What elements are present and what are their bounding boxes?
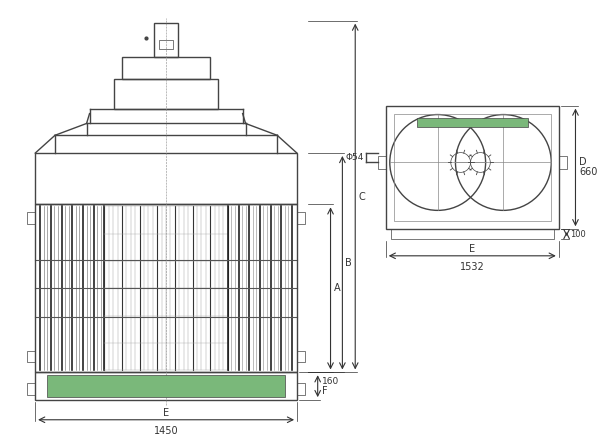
Bar [391,229,554,239]
Text: C: C [358,191,365,201]
Bar [394,114,551,221]
Bar [297,383,305,395]
Text: E: E [163,408,169,418]
Text: 1450: 1450 [154,426,178,436]
Bar [122,57,210,79]
Bar [28,212,35,224]
Bar [417,118,527,128]
Bar [559,156,566,170]
Bar [47,375,285,397]
Text: B: B [346,258,352,268]
Text: 660: 660 [580,167,598,177]
Bar [114,79,218,109]
Text: A: A [334,284,340,293]
Text: 100: 100 [571,229,586,239]
Text: D: D [580,157,587,167]
Bar [378,156,386,170]
Bar [297,212,305,224]
Text: Φ54: Φ54 [346,153,364,162]
Bar [35,153,297,205]
Bar [28,383,35,395]
Bar [28,350,35,362]
Bar [154,23,178,57]
Text: E: E [469,244,475,254]
Text: 160: 160 [322,377,339,386]
Bar [35,372,297,400]
Bar [159,39,173,49]
Bar [35,205,297,372]
Text: F: F [322,386,327,396]
Bar [386,106,559,229]
Text: 1532: 1532 [460,262,485,272]
Bar [297,350,305,362]
